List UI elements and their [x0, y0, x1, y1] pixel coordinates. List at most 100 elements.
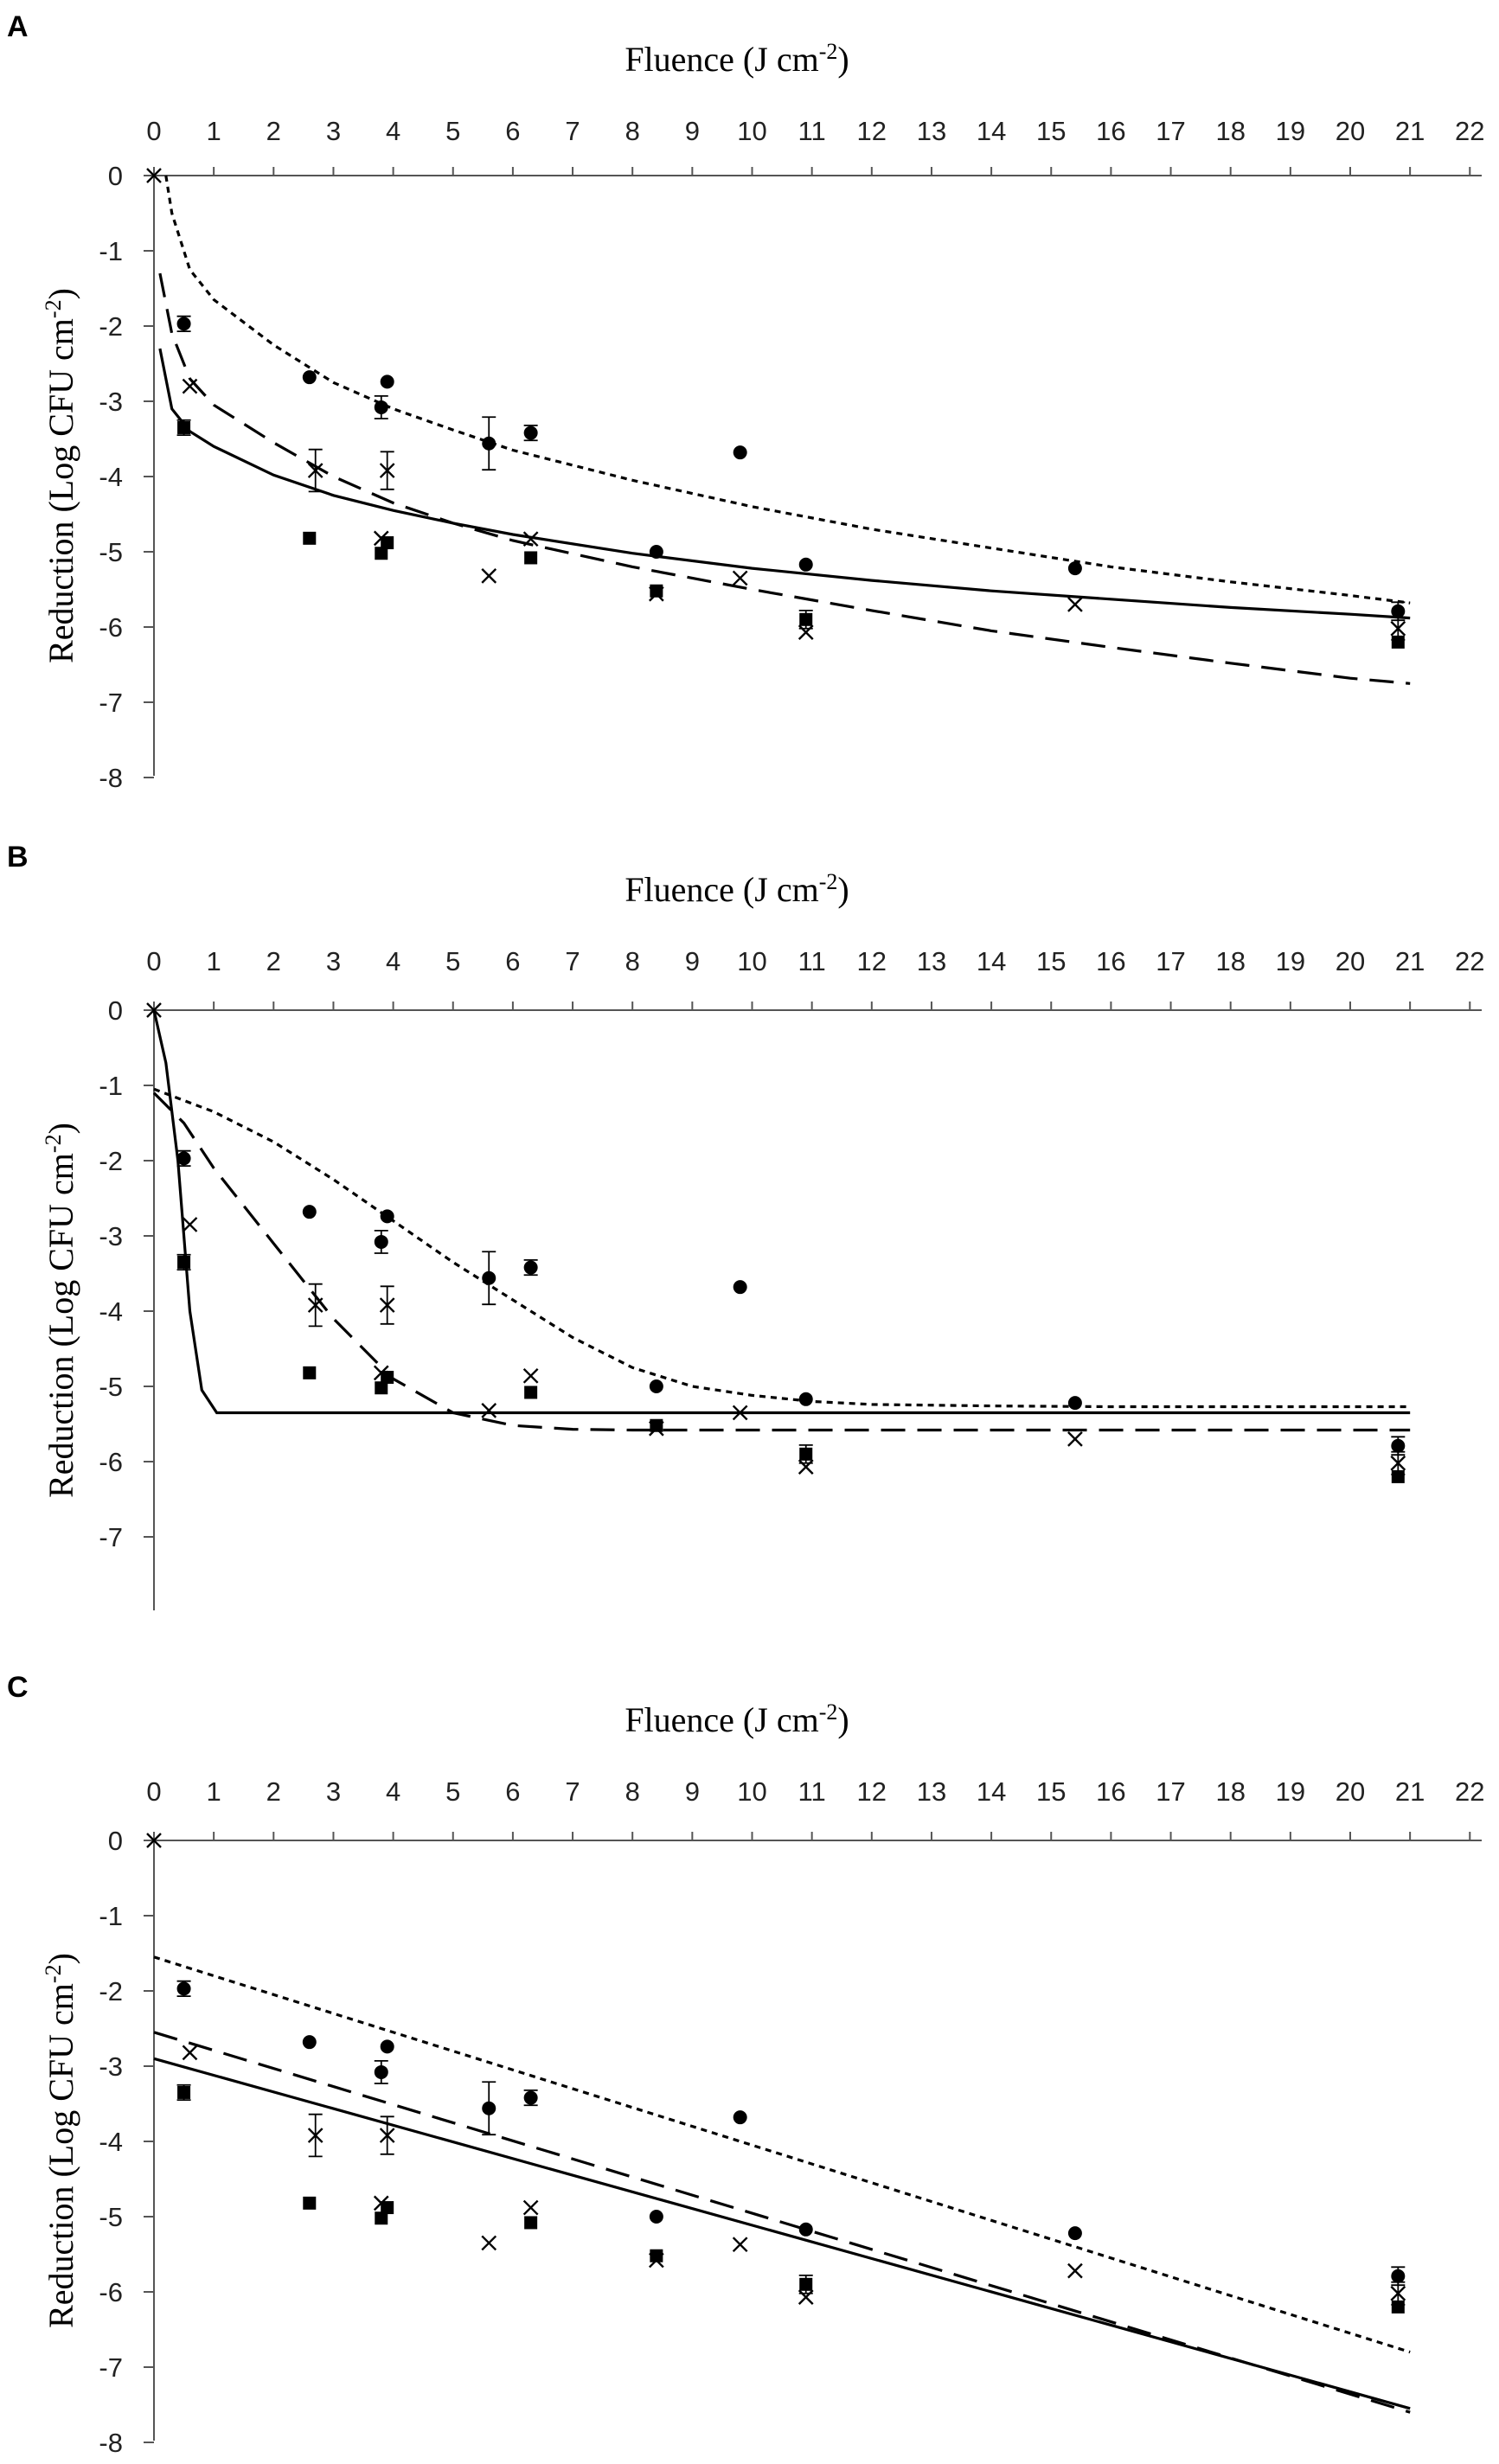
cross-stroke [182, 1217, 198, 1232]
y-tick-label: -6 [99, 2277, 123, 2307]
data-point-circle [1391, 604, 1406, 618]
cross-stroke [732, 1405, 748, 1421]
data-point-square [524, 551, 538, 565]
data-point-cross [732, 1405, 748, 1421]
data-point-cross [379, 463, 395, 478]
x-tick-label: 11 [798, 116, 826, 146]
y-tick-label: -8 [99, 763, 123, 793]
y-tick-label: -6 [99, 1447, 123, 1477]
data-point-circle [1391, 1438, 1406, 1453]
fit-line-dashed [152, 1091, 1411, 1432]
y-axis-title-sup: -2 [41, 1964, 66, 1983]
fit-line-dashed [158, 272, 1411, 685]
x-tick-label: 20 [1336, 946, 1365, 976]
data-point-cross [373, 1365, 389, 1381]
data-point-circle [176, 317, 191, 331]
y-axis-title-end: ) [42, 1953, 80, 1964]
cross-stroke [182, 2045, 198, 2061]
x-tick-label: 18 [1215, 116, 1245, 146]
x-tick-label: 19 [1276, 946, 1305, 976]
data-point-cross [1390, 620, 1406, 637]
y-tick-label: -2 [99, 311, 123, 342]
x-tick-label: 0 [146, 946, 161, 976]
data-point-circle [374, 2064, 388, 2079]
y-tick-label: -4 [99, 2127, 123, 2157]
data-point-cross [146, 1002, 162, 1018]
cross-stroke [798, 1459, 814, 1475]
x-tick-label: 17 [1156, 116, 1185, 146]
cross-stroke [798, 2289, 814, 2305]
data-point-square [524, 1386, 538, 1399]
x-tick-label: 16 [1096, 946, 1125, 976]
y-axis-title-main: Reduction (Log CFU cm [42, 1153, 80, 1498]
x-tick-label: 7 [565, 946, 580, 976]
cross-stroke [1067, 597, 1083, 612]
cross-stroke [522, 1367, 539, 1384]
y-tick-label: -7 [99, 2352, 123, 2383]
data-point-circle [374, 1234, 388, 1249]
y-axis-title-end: ) [42, 1123, 80, 1134]
cross-stroke [373, 1365, 389, 1381]
data-point-square [303, 2196, 317, 2210]
fit-line-solid [153, 2057, 1411, 2410]
x-tick-label: 3 [326, 1776, 341, 1807]
x-tick-label: 13 [917, 1776, 946, 1807]
y-tick-label: -7 [99, 1522, 123, 1552]
x-tick-label: 17 [1156, 1776, 1185, 1807]
data-point-circle [1067, 561, 1082, 576]
data-point-cross [1067, 1431, 1083, 1447]
x-tick-label: 18 [1215, 946, 1245, 976]
x-tick-label: 20 [1336, 116, 1365, 146]
data-point-cross [481, 1402, 497, 1418]
x-tick-label: 19 [1276, 1776, 1305, 1807]
data-point-cross [373, 530, 389, 547]
y-axis-title-main: Reduction (Log CFU cm [42, 318, 80, 663]
x-tick-label: 4 [386, 946, 400, 976]
data-point-square [650, 1418, 663, 1432]
data-point-cross [481, 567, 497, 584]
data-point-cross [481, 2235, 497, 2251]
data-point-circle [733, 445, 747, 460]
fit-line-solid [152, 1009, 1411, 1415]
y-tick-label: -4 [99, 1296, 123, 1327]
x-tick-label: 7 [565, 116, 580, 146]
x-axis-title-main: Fluence (J cm [625, 40, 818, 79]
cross-stroke [1390, 2285, 1406, 2301]
x-tick-label: 10 [737, 1776, 766, 1807]
cross-stroke [1067, 1431, 1083, 1447]
cross-stroke [798, 624, 814, 640]
data-point-circle [482, 1270, 496, 1285]
x-tick-label: 2 [266, 1776, 281, 1807]
data-point-cross [1067, 2262, 1083, 2279]
x-tick-label: 16 [1096, 1776, 1125, 1807]
data-point-cross [379, 1297, 395, 1313]
x-tick-label: 21 [1395, 946, 1425, 976]
cross-stroke [649, 1420, 664, 1437]
data-point-cross [798, 1459, 814, 1475]
x-tick-label: 4 [386, 1776, 400, 1807]
cross-stroke [1390, 1455, 1406, 1471]
data-point-cross [732, 570, 748, 586]
x-tick-label: 14 [977, 1776, 1006, 1807]
data-point-cross [379, 2128, 395, 2143]
x-tick-label: 1 [207, 1776, 221, 1807]
x-axis-title-main: Fluence (J cm [625, 1700, 818, 1739]
x-tick-label: 2 [266, 946, 281, 976]
x-tick-label: 15 [1036, 1776, 1066, 1807]
data-point-circle [798, 1392, 813, 1406]
data-point-square [177, 2085, 191, 2099]
data-point-square [650, 2249, 663, 2262]
y-tick-label: -5 [99, 1372, 123, 1402]
x-tick-label: 6 [505, 1776, 520, 1807]
cross-stroke [146, 1002, 162, 1018]
x-tick-label: 9 [685, 946, 700, 976]
x-tick-label: 22 [1455, 116, 1484, 146]
x-tick-label: 5 [445, 1776, 460, 1807]
x-tick-label: 21 [1395, 116, 1425, 146]
cross-stroke [379, 463, 395, 478]
y-tick-label: -1 [99, 1901, 123, 1931]
x-tick-label: 22 [1455, 946, 1484, 976]
panel-letter: B [7, 841, 29, 874]
y-tick-label: -4 [99, 462, 123, 492]
